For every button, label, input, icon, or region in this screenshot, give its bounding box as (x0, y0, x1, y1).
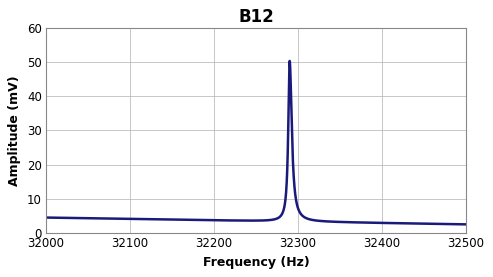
Title: B12: B12 (238, 8, 274, 26)
Y-axis label: Amplitude (mV): Amplitude (mV) (8, 75, 21, 186)
X-axis label: Frequency (Hz): Frequency (Hz) (203, 256, 310, 269)
